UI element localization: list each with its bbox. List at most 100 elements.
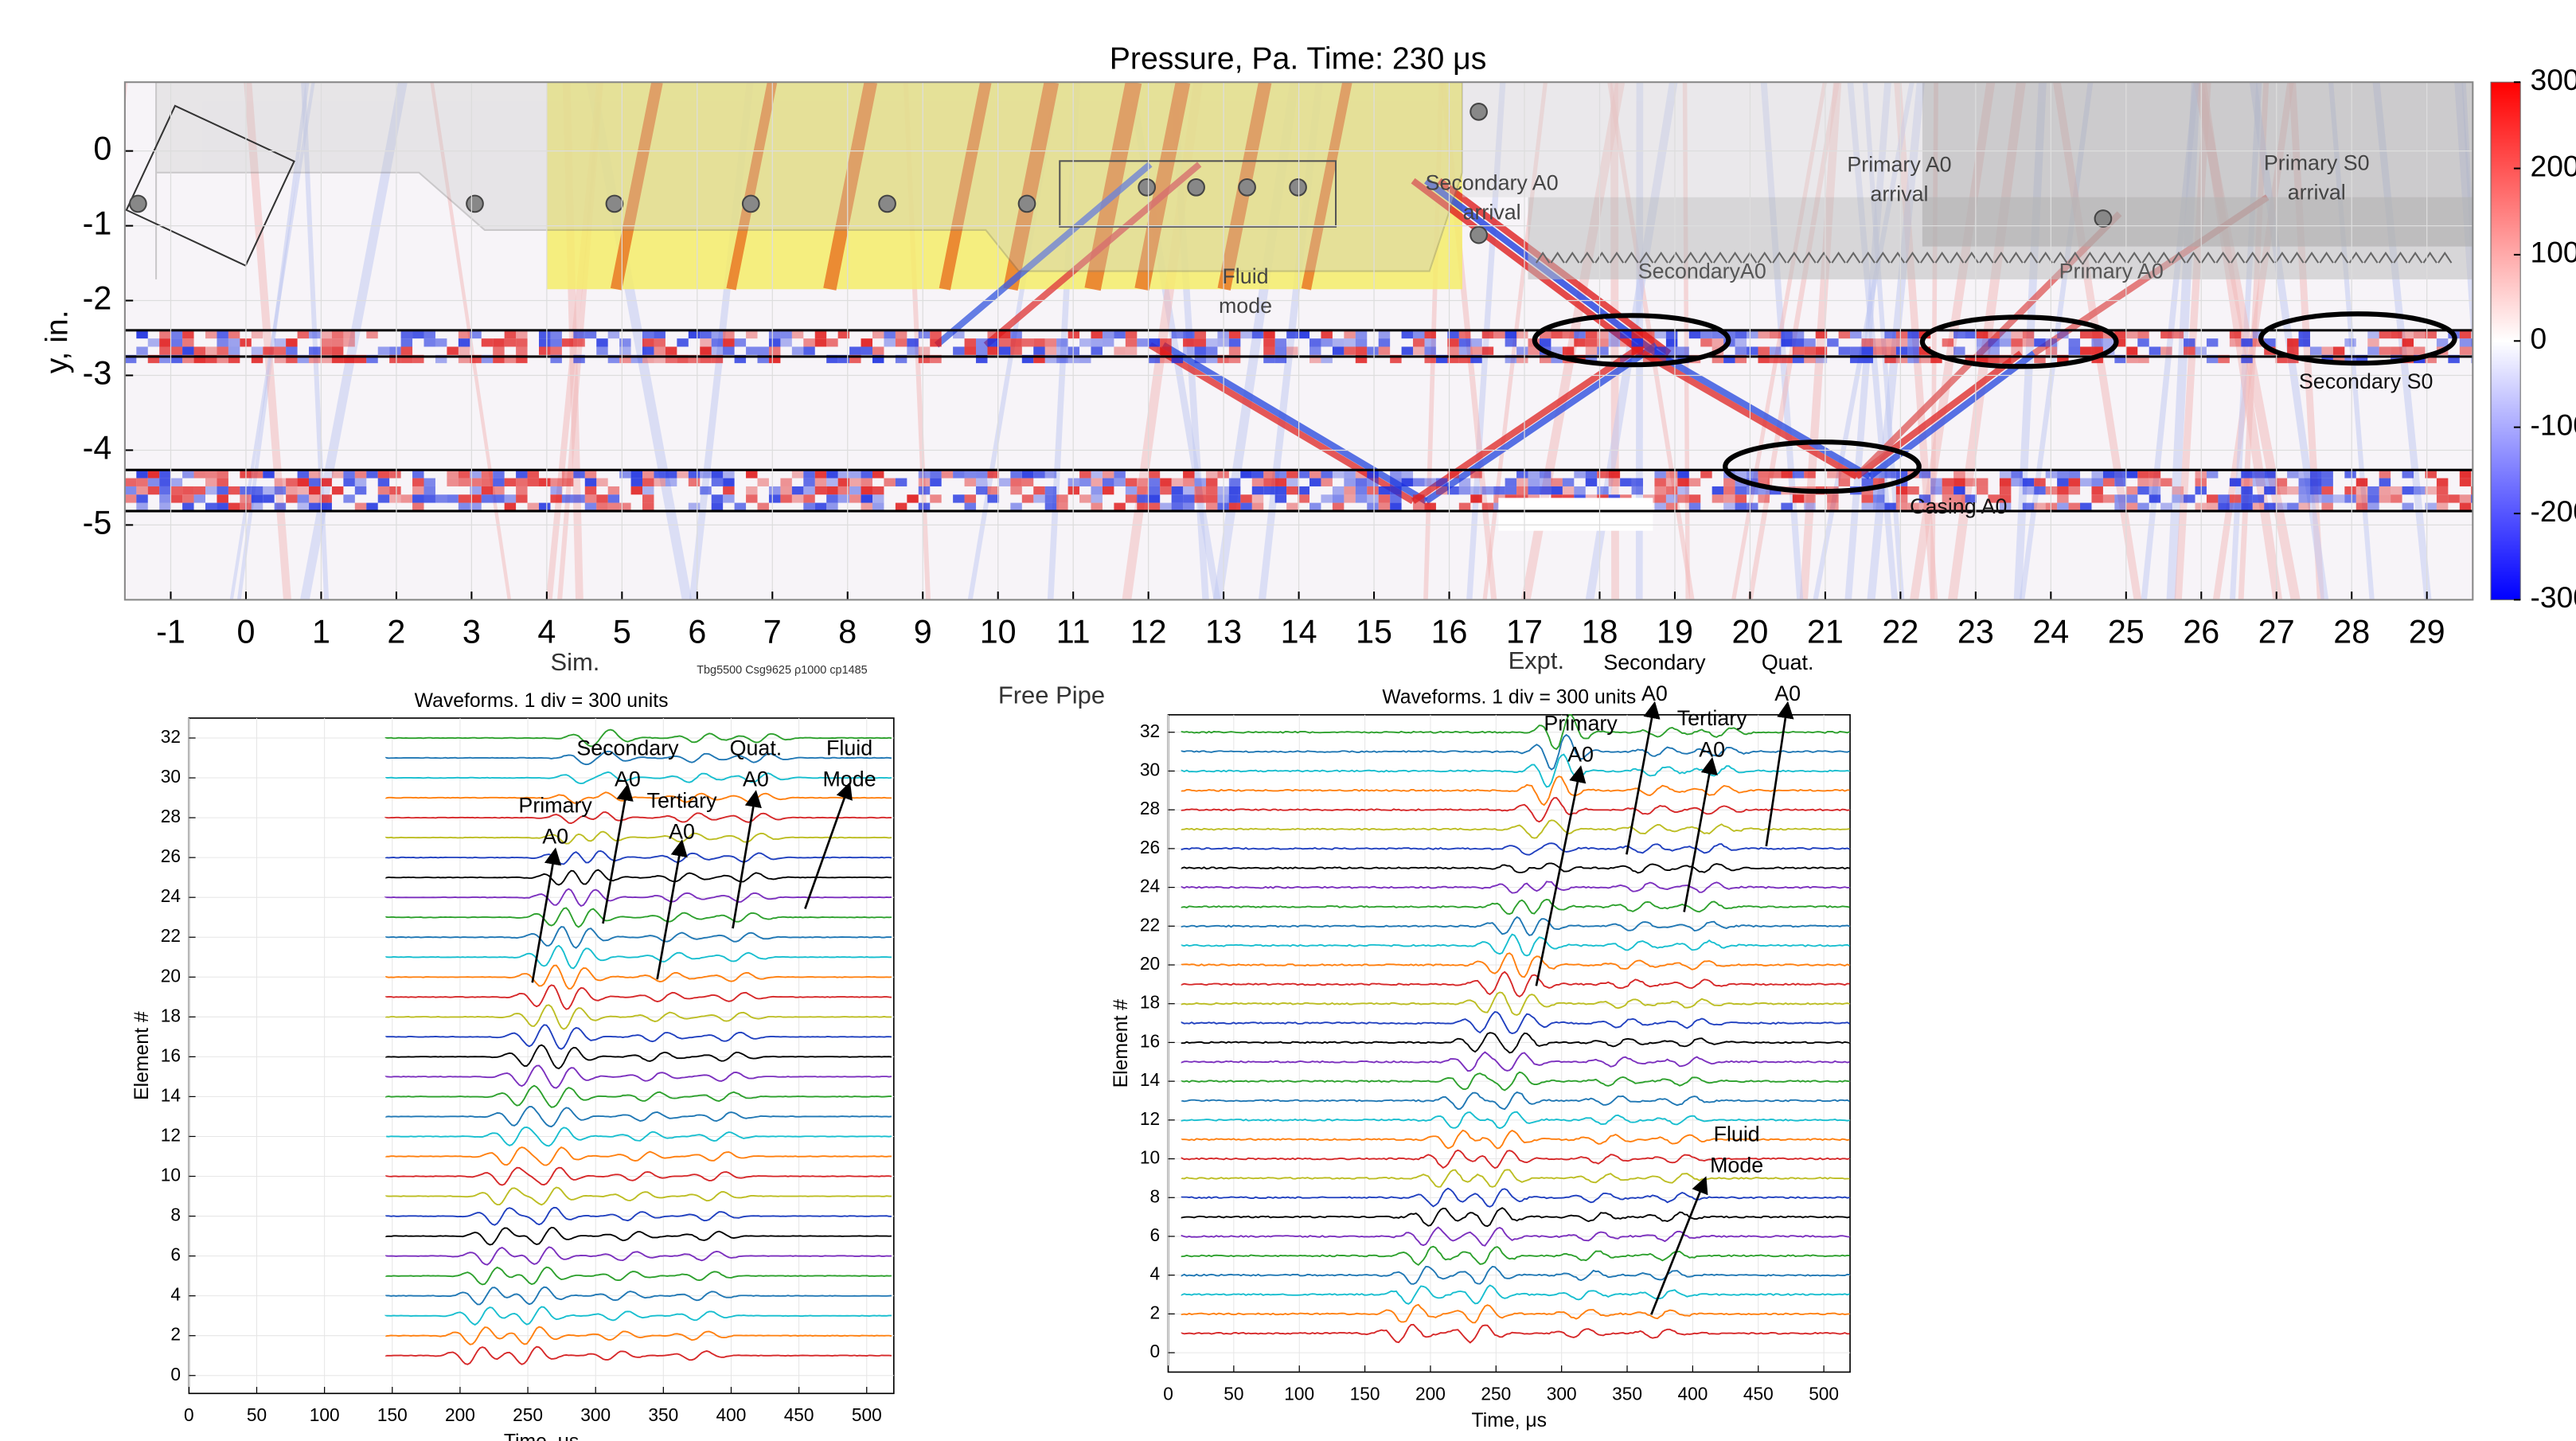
thread (1846, 251, 1861, 264)
field-cell (504, 338, 517, 347)
field-cell (2034, 478, 2046, 486)
field-cell (251, 494, 263, 503)
field-cell (2355, 502, 2368, 511)
field-cell (895, 478, 907, 486)
field-stripe (1003, 82, 1060, 291)
field-cell (964, 478, 977, 486)
waveform-trace (384, 1004, 892, 1030)
field-cell (2102, 494, 2115, 503)
thread (1816, 251, 1832, 264)
thread (2186, 251, 2201, 264)
field-cell (2241, 470, 2253, 478)
waveform-trace (384, 1306, 892, 1326)
field-cell (2275, 478, 2288, 486)
x-tick-label: 6 (688, 614, 706, 650)
field-cell (2034, 354, 2046, 364)
y-tick-label: 6 (1150, 1224, 1161, 1245)
field-cell (2137, 502, 2149, 511)
y-tick-label: 16 (161, 1045, 181, 1065)
waveform-trace (1181, 881, 1850, 894)
waveform-trace (385, 907, 892, 928)
field-cell (872, 494, 884, 503)
waveform-trace (384, 811, 892, 825)
field-cell (1677, 346, 1689, 355)
field-cell (1367, 486, 1379, 495)
field-cell (1688, 502, 1701, 511)
field-cell (1458, 346, 1471, 355)
field-cell (343, 494, 355, 503)
field-cell (596, 478, 608, 486)
x-tick-label: 50 (247, 1404, 267, 1425)
field-cell (193, 494, 205, 503)
wave-front (1161, 342, 1428, 505)
field-cell (1263, 338, 1275, 347)
waveform-trace (385, 771, 892, 785)
thread (1594, 251, 1610, 264)
annotation: Tertiary (647, 788, 718, 812)
field-cell (2309, 346, 2322, 355)
field-cell (2091, 494, 2103, 503)
field-cell (1505, 354, 1517, 364)
field-cell (1965, 354, 1977, 364)
field-cell (1413, 346, 1425, 355)
waveform-trace (385, 964, 892, 990)
field-cell (1435, 354, 1448, 364)
field-cell (1597, 346, 1609, 355)
field-cell (366, 330, 378, 339)
field-cell (2241, 494, 2253, 503)
field-cell (976, 486, 988, 495)
bolt (878, 194, 896, 213)
field-cell (1010, 470, 1022, 478)
field-cell (2102, 478, 2115, 486)
y-tick-label: 18 (1140, 992, 1160, 1013)
field-cell (1344, 478, 1356, 486)
field-cell (136, 486, 148, 495)
field-cell (182, 330, 194, 339)
field-cell (711, 502, 724, 511)
field-cell (665, 346, 677, 355)
field-cell (124, 486, 137, 495)
field-cell (987, 346, 999, 355)
field-cell (1804, 346, 1816, 355)
field-cell (2022, 330, 2035, 339)
field-cell (2459, 494, 2472, 503)
field-cell (2391, 486, 2402, 495)
thread (2023, 251, 2039, 264)
y-axis-label: y, in. (41, 310, 75, 373)
field-cell (998, 330, 1011, 339)
field-cell (2459, 346, 2472, 355)
field-cell (1654, 354, 1666, 364)
field-cell (976, 346, 988, 355)
field-cell (1999, 494, 2012, 503)
field-cell (1781, 502, 1793, 511)
field-cell (297, 330, 310, 339)
field-cell (1160, 346, 1172, 355)
field-cell (205, 478, 217, 486)
x-tick-label: 150 (1350, 1383, 1380, 1404)
field-cell (2091, 354, 2103, 364)
thread (1535, 251, 1551, 264)
field-cell (2344, 470, 2356, 478)
field-cell (700, 470, 712, 478)
field-cell (2436, 502, 2449, 511)
annotation: Primary (1544, 711, 1618, 735)
field-cell (930, 330, 942, 339)
thread (2378, 251, 2394, 264)
field-cell (297, 478, 310, 486)
field-cell (561, 338, 574, 347)
field-cell (711, 478, 724, 486)
field-cell (1872, 470, 1885, 478)
field-cell (941, 470, 954, 478)
field-cell (1091, 494, 1103, 503)
field-cell (1056, 494, 1068, 503)
field-cell (1747, 502, 1758, 511)
field-cell (849, 346, 861, 355)
field-cell (1792, 354, 1805, 364)
field-cell (1367, 470, 1379, 478)
field-cell (1976, 354, 1989, 364)
field-cell (987, 486, 999, 495)
field-cell (1148, 494, 1161, 503)
thread (2008, 251, 2024, 264)
field-cell (1205, 338, 1218, 347)
field-cell (1711, 354, 1724, 364)
